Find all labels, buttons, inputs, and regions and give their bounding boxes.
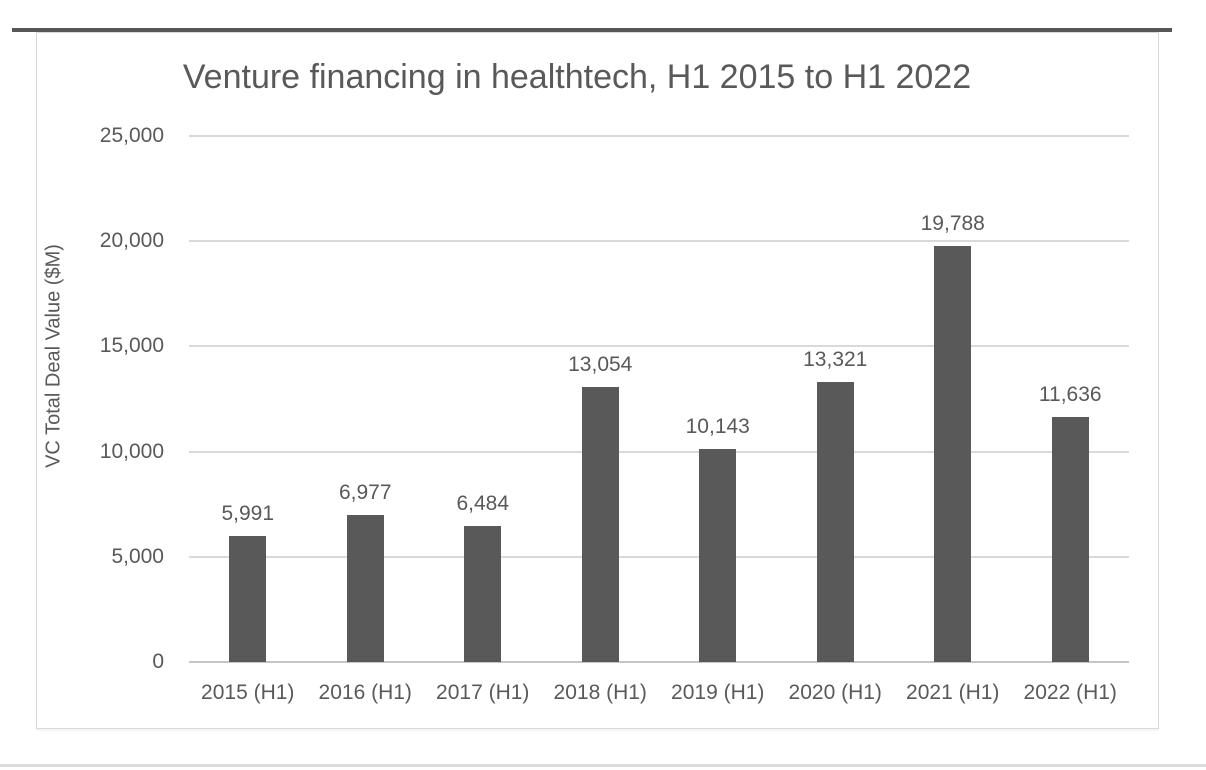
y-tick-label: 20,000	[99, 229, 164, 253]
x-tick-label: 2022 (H1)	[1023, 681, 1117, 704]
x-tick-label: 2017 (H1)	[436, 681, 530, 704]
y-tick-label: 15,000	[99, 334, 164, 358]
bar-2019 (H1)	[699, 448, 737, 662]
x-axis-line	[189, 661, 1129, 663]
bar-data-label: 6,977	[338, 481, 392, 505]
x-tick-label: 2016 (H1)	[318, 681, 412, 704]
chart-title: Venture financing in healthtech, H1 2015…	[182, 58, 972, 96]
bar-2018 (H1)	[581, 387, 619, 662]
y-tick-label: 5,000	[111, 544, 164, 568]
chart-card: Venture financing in healthtech, H1 2015…	[36, 32, 1159, 729]
bar-2022 (H1)	[1051, 417, 1089, 662]
gridline-10000	[189, 450, 1129, 453]
bar-data-label: 10,143	[685, 414, 750, 438]
bar-data-label: 6,484	[456, 491, 510, 515]
top-divider	[12, 28, 1172, 32]
plot-area	[189, 135, 1129, 663]
y-tick-label: 10,000	[99, 439, 164, 463]
bar-2015 (H1)	[229, 535, 267, 662]
bar-2016 (H1)	[346, 515, 384, 662]
gridline-15000	[189, 345, 1129, 348]
y-tick-label: 25,000	[99, 124, 164, 147]
x-tick-label: 2015 (H1)	[201, 681, 295, 704]
x-tick-label: 2021 (H1)	[906, 681, 1000, 704]
bar-data-label: 13,054	[568, 353, 633, 377]
gridline-5000	[189, 555, 1129, 558]
x-tick-label: 2018 (H1)	[553, 681, 647, 704]
bar-2020 (H1)	[816, 381, 854, 662]
gridline-25000	[189, 135, 1129, 137]
x-tick-label: 2020 (H1)	[788, 681, 882, 704]
bar-2017 (H1)	[464, 525, 502, 662]
y-tick-label: 0	[152, 650, 164, 673]
bar-2021 (H1)	[934, 245, 972, 662]
x-tick-label: 2019 (H1)	[671, 681, 765, 704]
bottom-divider	[0, 764, 1206, 767]
bar-data-label: 11,636	[1038, 383, 1102, 407]
gridline-20000	[189, 240, 1129, 243]
bar-data-label: 5,991	[221, 501, 275, 525]
bar-data-label: 19,788	[920, 211, 985, 235]
bar-data-label: 13,321	[803, 347, 868, 371]
